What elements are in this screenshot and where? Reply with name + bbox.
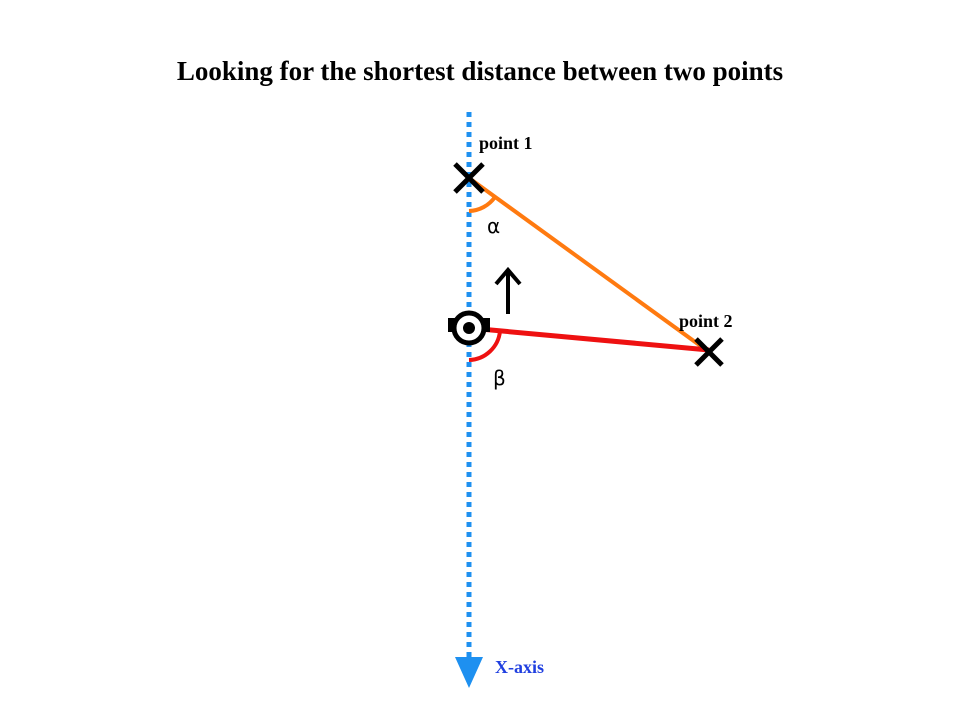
robot-icon [448,310,490,346]
arrow-up-icon [494,266,522,314]
point1-label: point 1 [479,133,533,153]
beta-angle-arc [468,330,502,362]
point1-x-mark-icon [453,162,485,194]
point2-x-mark-icon [694,337,724,367]
point1-to-point2-line [467,176,711,354]
alpha-angle-arc [468,195,497,213]
beta-label: β [493,366,506,390]
point2-label: point 2 [679,311,733,331]
x-axis-arrowhead [455,657,483,688]
robot-to-point2-line [468,325,710,353]
page-title: Looking for the shortest distance betwee… [176,56,784,86]
alpha-label: α [487,214,500,238]
x-axis-label: X-axis [495,657,544,677]
